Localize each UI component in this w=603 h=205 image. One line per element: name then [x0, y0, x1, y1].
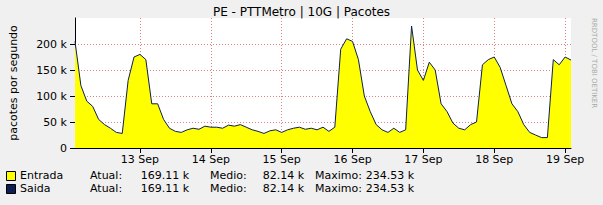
svg-text:pacotes por segundo: pacotes por segundo — [7, 25, 20, 141]
svg-text:Medio:: Medio: — [210, 169, 247, 182]
svg-text:82.14 k: 82.14 k — [263, 169, 305, 182]
svg-text:100 k: 100 k — [36, 90, 67, 103]
svg-text:0: 0 — [60, 142, 67, 155]
svg-text:150 k: 150 k — [36, 64, 67, 77]
svg-text:50 k: 50 k — [43, 116, 67, 129]
svg-text:Atual:: Atual: — [90, 182, 122, 195]
svg-text:169.11 k: 169.11 k — [141, 182, 190, 195]
svg-text:Maximo:: Maximo: — [315, 182, 362, 195]
svg-text:19 Sep: 19 Sep — [546, 153, 584, 166]
svg-text:Atual:: Atual: — [90, 169, 122, 182]
svg-text:PE - PTTMetro | 10G | Pacotes: PE - PTTMetro | 10G | Pacotes — [213, 5, 390, 19]
svg-text:Saida: Saida — [20, 182, 51, 195]
svg-text:13 Sep: 13 Sep — [121, 153, 159, 166]
svg-text:Maximo:: Maximo: — [315, 169, 362, 182]
svg-text:14 Sep: 14 Sep — [192, 153, 230, 166]
svg-text:Entrada: Entrada — [20, 169, 63, 182]
svg-text:15 Sep: 15 Sep — [263, 153, 301, 166]
svg-text:82.14 k: 82.14 k — [263, 182, 305, 195]
svg-text:169.11 k: 169.11 k — [141, 169, 190, 182]
svg-text:Medio:: Medio: — [210, 182, 247, 195]
svg-text:234.53 k: 234.53 k — [366, 182, 415, 195]
svg-text:16 Sep: 16 Sep — [333, 153, 371, 166]
svg-text:17 Sep: 17 Sep — [404, 153, 442, 166]
svg-text:RRDTOOL / TOBI OETIKER: RRDTOOL / TOBI OETIKER — [590, 18, 598, 108]
svg-text:200 k: 200 k — [36, 38, 67, 51]
svg-text:234.53 k: 234.53 k — [366, 169, 415, 182]
svg-text:18 Sep: 18 Sep — [475, 153, 513, 166]
